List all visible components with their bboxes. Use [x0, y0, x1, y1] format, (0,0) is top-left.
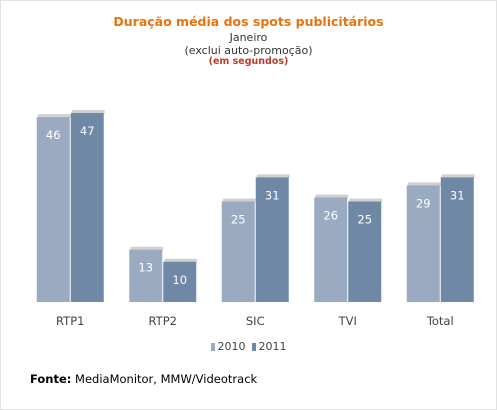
bar-sic-2011 — [255, 177, 289, 302]
chart-unit: (em segundos) — [208, 56, 289, 67]
source-note: Fonte: MediaMonitor, MMW/Videotrack — [30, 372, 257, 386]
legend-swatch-2011 — [251, 342, 256, 351]
category-label: RTP2 — [149, 314, 177, 328]
bar-value-label: 29 — [416, 196, 431, 210]
bar-value-label: 31 — [450, 188, 465, 202]
bar-value-label: 25 — [231, 213, 246, 227]
bar-tvi-2010 — [314, 197, 348, 302]
chart-title: Duração média dos spots publicitários — [113, 14, 384, 29]
bar-tvi-2011 — [348, 201, 382, 302]
bar-value-label: 10 — [172, 273, 187, 287]
legend-swatch-2010 — [210, 342, 215, 351]
bar-value-label: 13 — [138, 261, 153, 275]
legend-item-2010: 2010 — [210, 340, 246, 353]
chart-subtitle-month: Janeiro — [229, 31, 268, 44]
legend-label-2011: 2011 — [258, 340, 287, 353]
bar-rtp1-2010 — [36, 117, 70, 302]
chart-subtitle-note: (exclui auto-promoção) — [184, 44, 313, 57]
bar-total-2010 — [406, 185, 440, 302]
source-text: MediaMonitor, MMW/Videotrack — [75, 372, 258, 386]
category-label: RTP1 — [56, 314, 84, 328]
legend-item-2011: 2011 — [251, 340, 287, 353]
bar-value-label: 26 — [323, 208, 338, 222]
bar-sic-2010 — [221, 201, 255, 302]
bar-value-label: 25 — [357, 213, 372, 227]
bar-value-label: 31 — [265, 188, 280, 202]
category-label: Total — [426, 314, 454, 328]
category-label: TVI — [338, 314, 357, 328]
source-label: Fonte: — [30, 372, 72, 386]
bar-value-label: 47 — [80, 124, 95, 138]
bar-value-label: 46 — [46, 128, 61, 142]
category-label: SIC — [246, 314, 265, 328]
bar-rtp1-2011 — [70, 113, 104, 302]
bar-rtp2-2011 — [163, 261, 197, 302]
legend: 2010 2011 — [0, 340, 497, 353]
bar-total-2011 — [440, 177, 474, 302]
bar-rtp2-2010 — [129, 249, 163, 302]
legend-label-2010: 2010 — [217, 340, 246, 353]
